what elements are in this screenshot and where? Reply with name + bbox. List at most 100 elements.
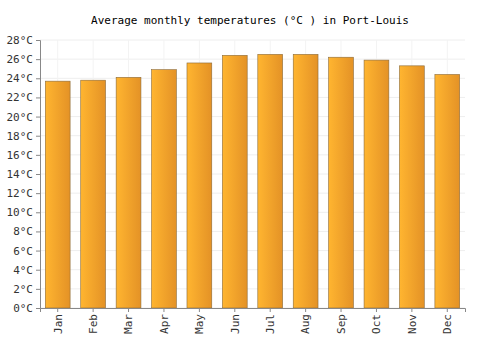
tick-label: 18°C xyxy=(7,130,34,143)
tick-mark xyxy=(128,308,129,312)
tick-mark xyxy=(36,212,40,213)
tick-label: Oct xyxy=(370,314,383,334)
tick: Aug xyxy=(299,308,312,334)
tick-label: 0°C xyxy=(13,302,33,315)
tick: Mar xyxy=(122,308,135,334)
tick-label: 22°C xyxy=(7,91,34,104)
tick-label: 26°C xyxy=(7,53,34,66)
tick: Sep xyxy=(335,308,348,334)
tick-mark xyxy=(36,289,40,290)
tick-label: Jan xyxy=(52,314,65,334)
tick-mark xyxy=(36,231,40,232)
tick: Nov xyxy=(406,308,419,334)
tick-label: 16°C xyxy=(7,149,34,162)
y-axis: 0°C 2°C 4°C 6°C 8°C 10°C 12°C 14°C 16°C 18°C 20°C 2… xyxy=(7,34,41,315)
axis-line xyxy=(36,41,41,309)
tick: May xyxy=(193,308,206,334)
tick: 24°C xyxy=(7,72,41,85)
chart: Average monthly temperatures (°C ) in Po… xyxy=(0,0,500,350)
tick: Jul xyxy=(264,308,277,334)
tick-mark xyxy=(36,117,40,118)
bar xyxy=(222,55,247,308)
tick-mark xyxy=(36,78,40,79)
tick: Dec xyxy=(441,308,454,334)
tick: 6°C xyxy=(13,245,40,258)
tick: 2°C xyxy=(13,283,40,296)
tick-label: Apr xyxy=(158,314,171,334)
tick-mark xyxy=(36,136,40,137)
bar xyxy=(45,81,70,308)
tick-label: 6°C xyxy=(13,245,33,258)
tick: Jan xyxy=(52,308,65,334)
bar xyxy=(116,77,141,308)
bars xyxy=(45,54,459,308)
tick-mark xyxy=(411,308,412,312)
tick: 18°C xyxy=(7,130,41,143)
tick: 20°C xyxy=(7,111,41,124)
tick-label: Sep xyxy=(335,314,348,334)
tick: Oct xyxy=(370,308,383,334)
tick-label: 8°C xyxy=(13,225,33,238)
tick-label: Dec xyxy=(441,314,454,334)
bar xyxy=(81,80,106,308)
tick-mark xyxy=(36,308,40,309)
tick-mark xyxy=(36,251,40,252)
tick-mark xyxy=(270,308,271,312)
tick: 10°C xyxy=(7,206,41,219)
tick-mark xyxy=(57,308,58,312)
tick-mark xyxy=(36,193,40,194)
tick: 28°C xyxy=(7,34,41,47)
tick: Feb xyxy=(87,308,100,334)
grid xyxy=(40,40,465,308)
tick: 22°C xyxy=(7,91,41,104)
tick: 0°C xyxy=(13,302,40,315)
tick: Apr xyxy=(158,308,171,334)
tick-label: 14°C xyxy=(7,168,34,181)
axis-line xyxy=(41,309,466,313)
tick: 16°C xyxy=(7,149,41,162)
grid-line xyxy=(40,40,465,41)
tick-label: 4°C xyxy=(13,264,33,277)
tick-mark xyxy=(93,308,94,312)
tick: 26°C xyxy=(7,53,41,66)
tick-mark xyxy=(36,40,40,41)
bar xyxy=(329,57,354,308)
plot: 0°C 2°C 4°C 6°C 8°C 10°C 12°C 14°C 16°C 18°C 20°C 2… xyxy=(7,34,466,334)
tick-label: Mar xyxy=(122,314,135,334)
tick: Jun xyxy=(229,308,242,334)
tick-label: 12°C xyxy=(7,187,34,200)
bar xyxy=(435,74,460,308)
tick-label: Jun xyxy=(229,314,242,334)
tick-mark xyxy=(234,308,235,312)
bar xyxy=(364,60,389,308)
tick-label: 10°C xyxy=(7,206,34,219)
tick: 14°C xyxy=(7,168,41,181)
tick-mark xyxy=(36,155,40,156)
bar xyxy=(293,54,318,308)
bar xyxy=(152,70,177,308)
tick: 4°C xyxy=(13,264,40,277)
tick-label: 24°C xyxy=(7,72,34,85)
tick-mark xyxy=(447,308,448,312)
tick: 12°C xyxy=(7,187,41,200)
tick-mark xyxy=(376,308,377,312)
tick-label: 2°C xyxy=(13,283,33,296)
tick-mark xyxy=(305,308,306,312)
tick-label: Nov xyxy=(406,314,419,334)
tick-mark xyxy=(36,270,40,271)
tick-label: Jul xyxy=(264,314,277,334)
x-axis: Jan Feb Mar Apr May Jun Jul Aug Sep Oct Nov Dec xyxy=(41,308,466,334)
tick-mark xyxy=(36,59,40,60)
tick-mark xyxy=(163,308,164,312)
tick-label: Aug xyxy=(299,314,312,334)
bar xyxy=(187,63,212,308)
tick-label: Feb xyxy=(87,314,100,334)
tick-mark xyxy=(36,174,40,175)
grid-line xyxy=(40,59,465,60)
tick-label: 28°C xyxy=(7,34,34,47)
tick-mark xyxy=(341,308,342,312)
tick-mark xyxy=(199,308,200,312)
tick-mark xyxy=(36,97,40,98)
bar xyxy=(258,54,283,308)
tick-label: 20°C xyxy=(7,111,34,124)
